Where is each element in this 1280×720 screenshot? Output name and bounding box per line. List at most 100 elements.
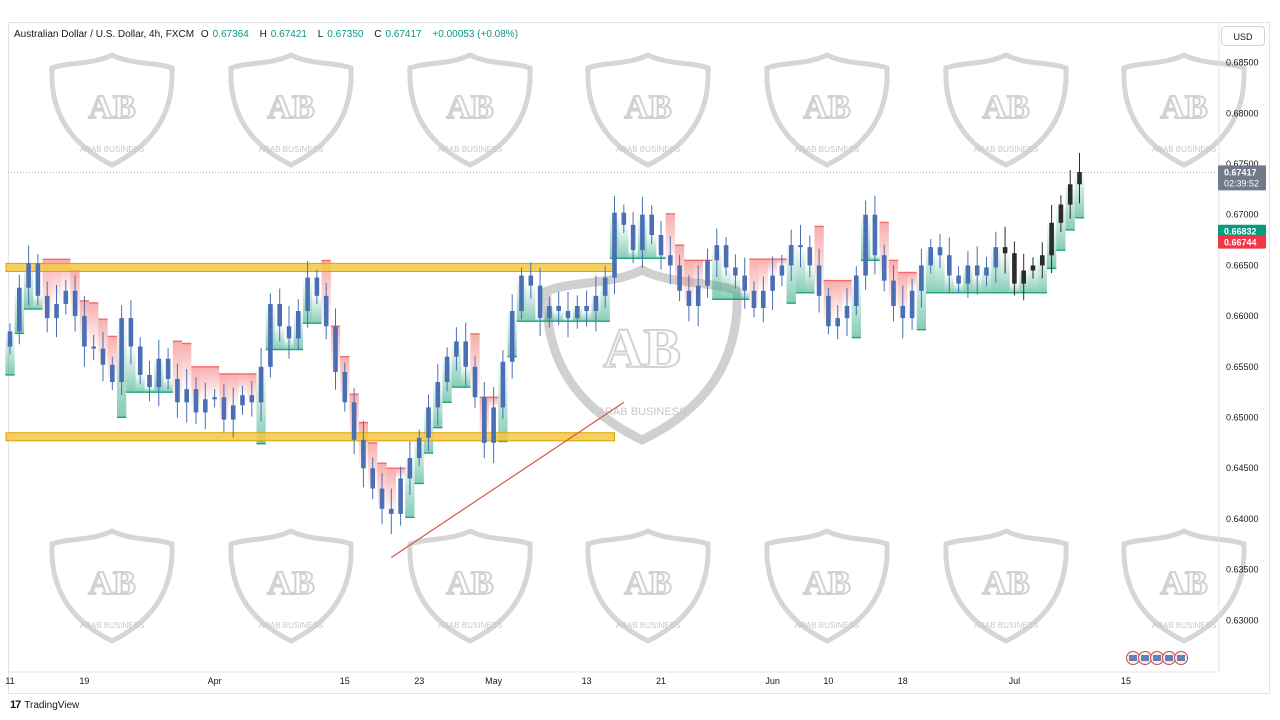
candle-body	[640, 214, 645, 251]
y-tick-label: 0.66000	[1226, 311, 1259, 321]
watermark-logo-icon: AB ARAB BUSINESS	[228, 52, 354, 168]
candle-body	[416, 437, 422, 459]
svg-text:ARAB BUSINESS: ARAB BUSINESS	[259, 621, 323, 630]
candle-body	[491, 407, 496, 443]
resistance-price-label-bg	[1218, 235, 1266, 249]
symbol-legend: Australian Dollar / U.S. Dollar, 4h, FXC…	[14, 29, 522, 40]
candle-body	[230, 405, 236, 420]
candle-body	[658, 234, 664, 256]
band-fill	[935, 255, 945, 293]
svg-text:ARAB BUSINESS: ARAB BUSINESS	[616, 621, 680, 630]
svg-text:ARAB BUSINESS: ARAB BUSINESS	[795, 145, 859, 154]
resistance-price-label: 0.66744	[1224, 238, 1257, 248]
candle-body	[184, 389, 189, 403]
currency-button[interactable]: USD	[1221, 26, 1265, 46]
candle-body	[351, 402, 357, 440]
band-fill	[833, 280, 843, 319]
svg-text:AB: AB	[803, 565, 850, 602]
candle-body	[110, 364, 115, 383]
ohlc-low: L 0.67350	[317, 29, 364, 40]
candle-body	[1077, 172, 1082, 185]
candle-body	[240, 395, 245, 406]
overlay-layer	[390, 401, 1188, 665]
svg-text:ARAB BUSINESS: ARAB BUSINESS	[259, 145, 323, 154]
candle-body	[556, 305, 561, 312]
x-tick-label: 13	[582, 676, 592, 686]
y-tick-label: 0.65000	[1226, 413, 1259, 423]
band-fill	[182, 343, 192, 390]
candle-body	[137, 346, 143, 375]
ohlc-high: H 0.67421	[259, 29, 307, 40]
y-tick-label: 0.68000	[1226, 108, 1259, 118]
candle-body	[956, 275, 961, 284]
candle-body	[72, 290, 78, 317]
candle-body	[119, 318, 124, 383]
svg-text:AB: AB	[446, 565, 493, 602]
candle-body	[612, 212, 617, 278]
candle-body	[1002, 247, 1008, 254]
candle-body	[472, 366, 478, 398]
countdown-label: 02:39:52	[1224, 178, 1259, 188]
candle-body	[426, 407, 431, 438]
candle-body	[1058, 204, 1064, 223]
footer-branding[interactable]: 17 TradingView	[10, 699, 79, 711]
support-price-label: 0.66832	[1224, 227, 1257, 237]
candle-body	[305, 277, 310, 312]
svg-text:ARAB BUSINESS: ARAB BUSINESS	[974, 621, 1038, 630]
candle-body	[454, 341, 459, 357]
candle-body	[203, 399, 208, 413]
band-fill	[721, 267, 731, 300]
watermark-logo-icon: AB ARAB BUSINESS	[943, 528, 1069, 644]
candle-body	[891, 280, 896, 306]
svg-text:AB: AB	[603, 318, 681, 380]
candle-body	[584, 305, 589, 312]
svg-text:AB: AB	[624, 565, 671, 602]
watermark-logo-icon: AB ARAB BUSINESS	[764, 528, 890, 644]
x-tick-label: 11	[5, 676, 14, 686]
candle-body	[537, 285, 543, 319]
candle-body	[444, 356, 450, 383]
candle-body	[323, 295, 329, 327]
candle-body	[165, 358, 171, 379]
candle-body	[35, 263, 41, 296]
candle-body	[993, 247, 999, 268]
watermark-logo-icon: AB ARAB BUSINESS	[49, 52, 175, 168]
x-tick-label: Apr	[208, 676, 222, 686]
svg-text:AB: AB	[88, 89, 135, 126]
candle-body	[17, 287, 22, 332]
candle-body	[156, 358, 162, 388]
candle-body	[268, 303, 273, 367]
band-fill	[51, 259, 62, 304]
y-tick-label: 0.63500	[1226, 565, 1259, 575]
watermark-logo-icon: AB ARAB BUSINESS	[228, 528, 354, 644]
candle-body	[695, 285, 701, 306]
candle-body	[212, 397, 217, 400]
candle-body	[296, 311, 301, 339]
candle-body	[788, 245, 794, 266]
candle-body	[826, 295, 831, 327]
candle-body	[807, 247, 813, 266]
support-resistance-zone	[5, 262, 615, 272]
candle-body	[258, 366, 264, 403]
band-fill	[61, 259, 71, 291]
candle-body	[547, 305, 552, 319]
candle-body	[900, 305, 906, 319]
watermark-logo-icon: AB ARAB BUSINESS	[1121, 528, 1247, 644]
band-fill	[619, 224, 629, 259]
watermark-logo-icon: AB ARAB BUSINESS	[585, 528, 711, 644]
svg-text:ARAB BUSINESS: ARAB BUSINESS	[80, 145, 144, 154]
watermark-logo-icon: AB ARAB BUSINESS	[407, 52, 533, 168]
svg-text:ARAB BUSINESS: ARAB BUSINESS	[1152, 145, 1216, 154]
axes-layer: 0.68500 0.68000 0.67500 0.67000 0.66500 0.660…	[5, 22, 1266, 686]
candle-body	[398, 478, 403, 514]
candle-body	[928, 247, 933, 266]
candle-body	[677, 265, 682, 291]
candle-body	[370, 468, 375, 489]
candle-body	[147, 374, 152, 388]
svg-text:AB: AB	[267, 565, 314, 602]
ohlc-close: C 0.67417	[374, 29, 422, 40]
candle-body	[751, 290, 757, 308]
svg-text:AB: AB	[982, 565, 1029, 602]
tradingview-brand: TradingView	[24, 699, 80, 711]
